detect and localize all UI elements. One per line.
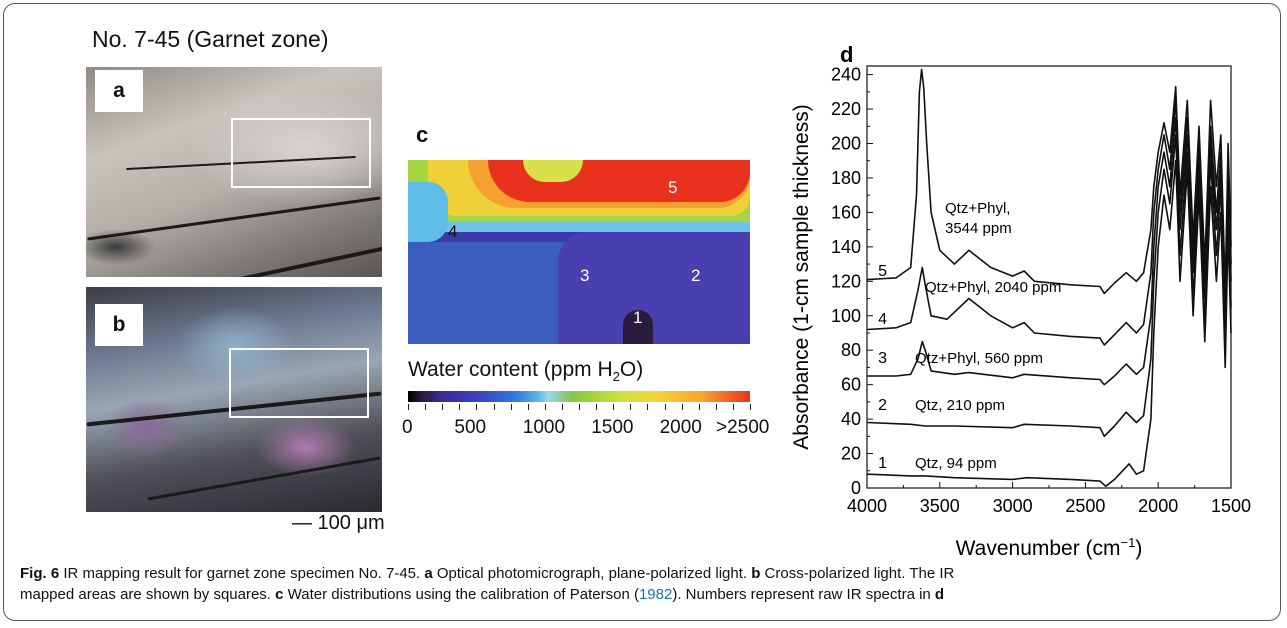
colorbar-title: Water content (ppm H2O) <box>408 358 644 385</box>
spectrum-line-1 <box>866 159 1232 488</box>
colorbar <box>408 391 750 402</box>
figure-frame <box>3 3 1281 621</box>
colorbar-label: 0 <box>402 417 413 438</box>
panel-label-a: a <box>95 70 143 112</box>
colorbar-tick <box>561 404 563 410</box>
scale-bar-label: — 100 μm <box>292 512 385 534</box>
y-tick-label: 20 <box>841 444 861 464</box>
panel-label-c: c <box>416 122 429 147</box>
colorbar-tick <box>664 404 666 410</box>
y-axis-label: Absorbance (1-cm sample thickness) <box>790 104 813 449</box>
water-content-map: 5 4 3 2 1 <box>408 160 750 344</box>
map-region <box>523 160 583 182</box>
colorbar-tick <box>750 404 751 410</box>
mapped-area-box-b <box>229 348 369 418</box>
map-region <box>623 310 653 344</box>
y-tick-label: 220 <box>831 99 861 119</box>
spectrum-annotation-5: 3544 ppm <box>945 220 1012 237</box>
x-tick-label: 1500 <box>1211 496 1251 516</box>
spectrum-annotation-4: Qtz+Phyl, 2040 ppm <box>925 279 1061 296</box>
caption-fig-number: Fig. 6 <box>20 565 60 582</box>
colorbar-tick <box>732 404 734 410</box>
colorbar-tick <box>715 404 717 410</box>
spectrum-number-5: 5 <box>878 263 887 280</box>
panel-label-b: b <box>95 304 143 346</box>
spectrum-number-4: 4 <box>878 311 887 328</box>
y-tick-label: 60 <box>841 375 861 395</box>
colorbar-tick <box>698 404 700 410</box>
colorbar-label: 500 <box>454 417 487 438</box>
map-point-3: 3 <box>580 266 590 285</box>
y-tick-label: 140 <box>831 237 861 257</box>
map-point-5: 5 <box>668 178 678 197</box>
y-tick-label: 200 <box>831 134 861 154</box>
y-tick-label: 100 <box>831 306 861 326</box>
spectrum-annotation-1: Qtz, 94 ppm <box>915 455 997 472</box>
x-tick-label: 3000 <box>993 496 1033 516</box>
colorbar-tick <box>476 404 478 410</box>
spectrum-annotation-5: Qtz+Phyl, <box>945 200 1010 217</box>
colorbar-tick <box>408 404 409 410</box>
map-point-1: 1 <box>633 308 643 327</box>
colorbar-tick <box>613 404 615 410</box>
y-tick-label: 0 <box>851 478 861 498</box>
map-region <box>408 182 448 242</box>
specimen-title: No. 7-45 (Garnet zone) <box>92 26 329 52</box>
x-tick-label: 2500 <box>1065 496 1105 516</box>
x-tick-label: 3500 <box>920 496 960 516</box>
y-tick-label: 120 <box>831 271 861 291</box>
colorbar-tick <box>425 404 427 410</box>
colorbar-tick <box>647 404 649 410</box>
colorbar-tick <box>442 404 444 410</box>
map-point-2: 2 <box>691 266 701 285</box>
x-tick-label: 4000 <box>847 496 887 516</box>
spectrum-line-5 <box>866 68 1232 295</box>
y-tick-label: 180 <box>831 168 861 188</box>
figure-caption: Fig. 6 IR mapping result for garnet zone… <box>20 565 955 603</box>
colorbar-tick <box>493 404 495 410</box>
map-point-4: 4 <box>448 222 458 241</box>
colorbar-tick <box>459 404 461 410</box>
colorbar-tick <box>527 404 529 410</box>
colorbar-tick <box>579 404 580 410</box>
colorbar-label: >2500 <box>716 417 770 438</box>
colorbar-tick <box>510 404 512 410</box>
colorbar-label: 1000 <box>522 417 566 438</box>
spectrum-number-1: 1 <box>878 455 887 472</box>
y-tick-label: 160 <box>831 202 861 222</box>
colorbar-tick <box>630 404 632 410</box>
colorbar-label: 2000 <box>659 417 702 438</box>
spectrum-line-2 <box>866 134 1232 438</box>
colorbar-tick <box>544 404 546 410</box>
y-tick-label: 240 <box>831 65 861 85</box>
x-tick-label: 2000 <box>1138 496 1178 516</box>
spectrum-line-4 <box>866 99 1232 346</box>
citation-link[interactable]: 1982 <box>638 586 673 603</box>
spectrum-number-2: 2 <box>878 397 887 414</box>
map-region <box>558 232 750 344</box>
panel-label-d: d <box>840 42 853 67</box>
x-axis-label: Wavenumber (cm−1) <box>956 535 1143 560</box>
colorbar-tick <box>681 404 683 410</box>
colorbar-label: 1500 <box>591 417 634 438</box>
spectrum-number-3: 3 <box>878 350 887 367</box>
mapped-area-box-a <box>231 118 371 188</box>
y-tick-label: 80 <box>841 340 861 360</box>
spectrum-annotation-3: Qtz+Phyl, 560 ppm <box>915 350 1043 367</box>
y-tick-label: 40 <box>841 409 861 429</box>
spectrum-annotation-2: Qtz, 210 ppm <box>915 397 1005 414</box>
colorbar-tick <box>596 404 598 410</box>
